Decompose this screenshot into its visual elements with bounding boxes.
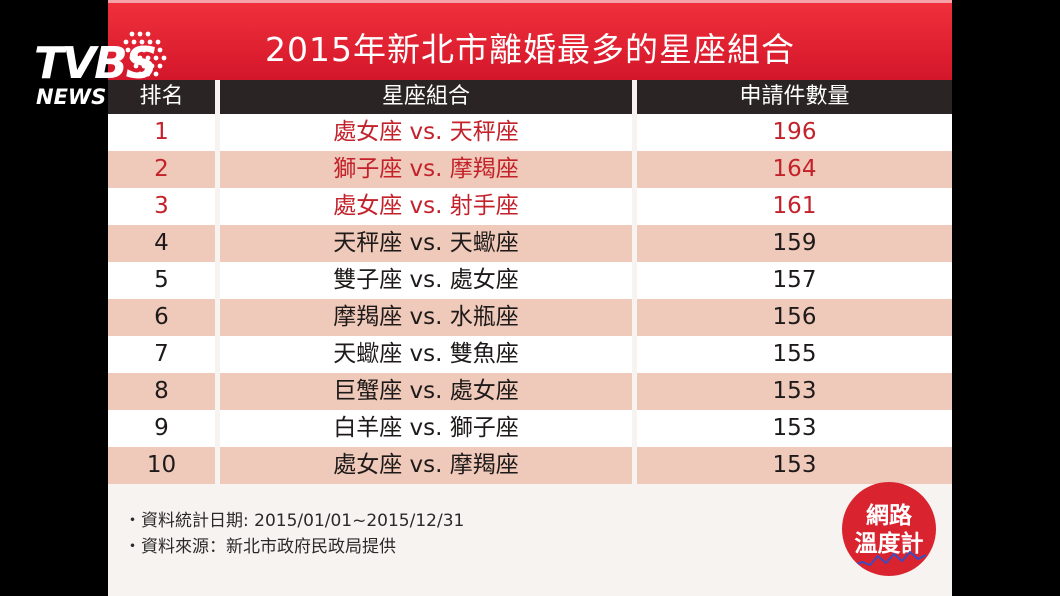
header-pair: 星座組合	[220, 80, 632, 114]
pair-cell: 處女座 vs. 射手座	[220, 188, 632, 225]
pair-cell: 獅子座 vs. 摩羯座	[220, 151, 632, 188]
rank-cell: 9	[108, 410, 215, 447]
wave-icon	[852, 550, 926, 567]
pair-cell: 處女座 vs. 摩羯座	[220, 447, 632, 484]
logo-sub: NEWS	[36, 85, 107, 109]
wanghu-badge-logo: 網路 溫度計	[842, 482, 936, 576]
table-row: 2 獅子座 vs. 摩羯座 164	[108, 151, 952, 188]
note-date: ・資料統計日期: 2015/01/01~2015/12/31	[124, 511, 465, 531]
count-cell: 196	[637, 114, 952, 151]
header-count: 申請件數量	[637, 80, 952, 114]
pair-cell: 白羊座 vs. 獅子座	[220, 410, 632, 447]
count-cell: 161	[637, 188, 952, 225]
pair-cell: 天秤座 vs. 天蠍座	[220, 225, 632, 262]
count-cell: 153	[637, 373, 952, 410]
table-row: 8 巨蟹座 vs. 處女座 153	[108, 373, 952, 410]
rank-cell: 6	[108, 299, 215, 336]
pair-cell: 巨蟹座 vs. 處女座	[220, 373, 632, 410]
pair-cell: 摩羯座 vs. 水瓶座	[220, 299, 632, 336]
title-bar: 2015年新北市離婚最多的星座組合	[108, 0, 952, 80]
table-row: 6 摩羯座 vs. 水瓶座 156	[108, 299, 952, 336]
table-row: 4 天秤座 vs. 天蠍座 159	[108, 225, 952, 262]
dot-pattern-icon	[123, 31, 167, 77]
table-row: 7 天蠍座 vs. 雙魚座 155	[108, 336, 952, 373]
pair-cell: 處女座 vs. 天秤座	[220, 114, 632, 151]
count-cell: 155	[637, 336, 952, 373]
ranking-table: 1 處女座 vs. 天秤座 196 2 獅子座 vs. 摩羯座 164 3 處女座 vs. 射…	[108, 114, 952, 484]
pair-cell: 雙子座 vs. 處女座	[220, 262, 632, 299]
rank-cell: 1	[108, 114, 215, 151]
page-title: 2015年新北市離婚最多的星座組合	[265, 30, 795, 69]
footnotes: ・資料統計日期: 2015/01/01~2015/12/31 ・資料來源：新北市…	[124, 508, 464, 560]
table-row: 3 處女座 vs. 射手座 161	[108, 188, 952, 225]
pair-cell: 天蠍座 vs. 雙魚座	[220, 336, 632, 373]
count-cell: 153	[637, 410, 952, 447]
count-cell: 164	[637, 151, 952, 188]
rank-cell: 3	[108, 188, 215, 225]
table-row: 5 雙子座 vs. 處女座 157	[108, 262, 952, 299]
header-rank: 排名	[108, 80, 215, 114]
table-row: 10 處女座 vs. 摩羯座 153	[108, 447, 952, 484]
table-row: 9 白羊座 vs. 獅子座 153	[108, 410, 952, 447]
rank-cell: 5	[108, 262, 215, 299]
badge-line1: 網路	[866, 503, 912, 529]
count-cell: 153	[637, 447, 952, 484]
count-cell: 157	[637, 262, 952, 299]
table-row: 1 處女座 vs. 天秤座 196	[108, 114, 952, 151]
count-cell: 156	[637, 299, 952, 336]
count-cell: 159	[637, 225, 952, 262]
infographic-card: 2015年新北市離婚最多的星座組合 排名 星座組合 申請件數量 1 處女座 vs.…	[108, 0, 952, 596]
rank-cell: 8	[108, 373, 215, 410]
rank-cell: 2	[108, 151, 215, 188]
rank-cell: 10	[108, 447, 215, 484]
tvbs-news-logo: TVBS NEWS	[34, 31, 194, 112]
rank-cell: 7	[108, 336, 215, 373]
rank-cell: 4	[108, 225, 215, 262]
note-source: ・資料來源：新北市政府民政局提供	[124, 537, 396, 557]
